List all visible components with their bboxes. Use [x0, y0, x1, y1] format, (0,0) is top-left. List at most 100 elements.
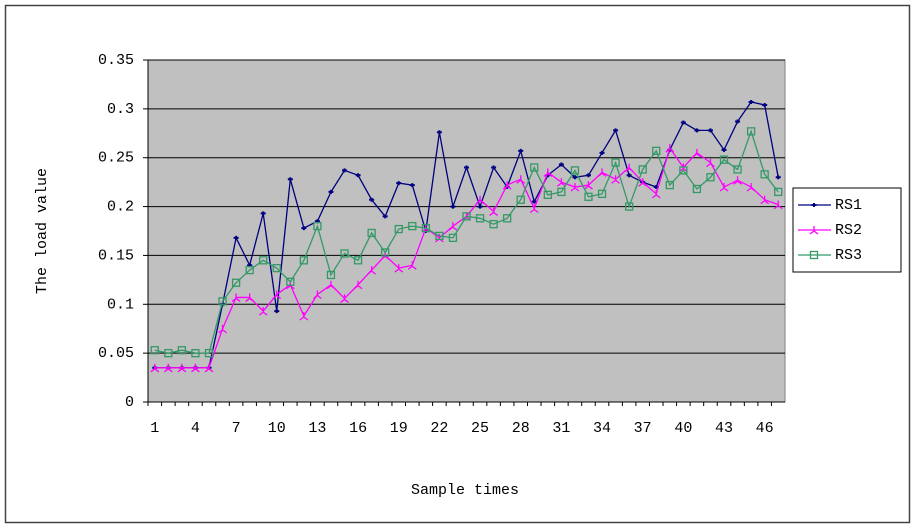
- x-tick-label: 10: [268, 420, 286, 437]
- x-tick-label: 13: [308, 420, 326, 437]
- point-marker: [491, 165, 497, 170]
- point-marker: [340, 249, 349, 258]
- point-marker: [204, 363, 214, 373]
- point-marker: [735, 119, 741, 124]
- y-tick-label: 0.35: [98, 52, 134, 69]
- point-marker: [355, 173, 361, 178]
- series-line: [154, 129, 779, 354]
- point-marker: [477, 204, 483, 209]
- point-marker: [407, 261, 417, 270]
- point-marker: [721, 147, 727, 152]
- point-marker: [299, 312, 309, 321]
- point-marker: [260, 211, 266, 216]
- point-marker: [274, 309, 280, 314]
- x-tick-label: 31: [552, 420, 570, 437]
- point-marker: [164, 348, 173, 358]
- point-marker: [543, 190, 552, 199]
- x-tick-label: 40: [674, 420, 692, 437]
- point-marker: [748, 100, 754, 105]
- point-marker: [613, 128, 619, 133]
- point-marker: [342, 168, 348, 173]
- point-marker: [584, 192, 593, 201]
- point-marker: [719, 155, 729, 164]
- point-marker: [218, 297, 227, 306]
- point-marker: [409, 183, 415, 188]
- point-marker: [558, 162, 564, 167]
- point-marker: [177, 346, 187, 355]
- point-marker: [584, 181, 593, 190]
- point-marker: [435, 231, 444, 241]
- point-marker: [775, 175, 781, 180]
- point-marker: [611, 175, 620, 184]
- x-tick-label: 19: [390, 420, 408, 437]
- point-marker: [382, 214, 388, 219]
- point-marker: [272, 263, 281, 273]
- x-tick-label: 46: [756, 420, 774, 437]
- point-marker: [570, 166, 580, 175]
- legend-marker: [809, 226, 819, 235]
- legend-label: RS2: [835, 222, 862, 239]
- point-marker: [624, 163, 634, 173]
- point-marker: [570, 183, 580, 192]
- point-marker: [462, 212, 471, 221]
- point-marker: [231, 293, 241, 302]
- point-marker: [651, 189, 661, 199]
- point-marker: [450, 204, 456, 209]
- point-marker: [665, 143, 675, 153]
- point-marker: [707, 128, 713, 133]
- x-tick-label: 1: [150, 420, 159, 437]
- point-marker: [301, 226, 307, 231]
- point-marker: [597, 168, 607, 177]
- point-marker: [367, 266, 377, 275]
- point-marker: [706, 158, 715, 168]
- point-marker: [773, 200, 783, 210]
- point-marker: [652, 146, 661, 156]
- point-marker: [448, 233, 458, 242]
- x-tick-label: 34: [593, 420, 611, 437]
- point-marker: [258, 307, 268, 316]
- point-marker: [572, 175, 578, 180]
- point-marker: [638, 178, 648, 187]
- point-marker: [245, 265, 254, 275]
- point-marker: [191, 348, 200, 358]
- point-marker: [326, 280, 336, 290]
- point-marker: [733, 165, 742, 174]
- point-marker: [733, 176, 742, 185]
- legend-label: RS3: [835, 247, 862, 264]
- point-marker: [353, 280, 363, 290]
- point-marker: [626, 173, 632, 178]
- point-marker: [313, 290, 322, 300]
- point-marker: [218, 324, 227, 334]
- y-tick-label: 0.25: [98, 150, 134, 167]
- point-marker: [272, 290, 282, 300]
- point-marker: [421, 223, 430, 233]
- point-marker: [163, 363, 173, 373]
- point-marker: [408, 221, 417, 231]
- y-tick-label: 0.05: [98, 345, 134, 362]
- point-marker: [475, 214, 485, 223]
- point-marker: [464, 165, 469, 170]
- point-marker: [543, 168, 553, 177]
- point-marker: [692, 148, 702, 158]
- point-marker: [746, 183, 756, 192]
- legend-label: RS1: [835, 197, 862, 214]
- point-marker: [624, 202, 634, 211]
- point-marker: [516, 195, 525, 204]
- y-tick-label: 0.3: [107, 101, 134, 118]
- point-marker: [340, 294, 349, 303]
- point-marker: [692, 184, 702, 194]
- point-marker: [746, 127, 756, 136]
- point-marker: [760, 195, 770, 205]
- point-marker: [396, 181, 402, 186]
- point-marker: [597, 189, 607, 199]
- point-marker: [328, 189, 334, 194]
- point-marker: [503, 214, 512, 223]
- point-marker: [369, 197, 375, 202]
- y-tick-label: 0.1: [107, 296, 134, 313]
- point-marker: [286, 277, 295, 286]
- point-marker: [585, 173, 591, 178]
- point-marker: [448, 222, 458, 231]
- point-marker: [531, 199, 537, 204]
- point-marker: [529, 204, 539, 214]
